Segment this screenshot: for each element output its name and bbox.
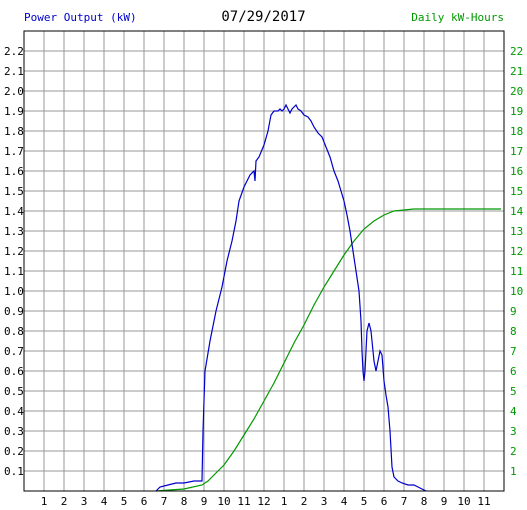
x-tick-label: 8 bbox=[181, 495, 188, 508]
left-tick-label: 0.6 bbox=[4, 365, 24, 378]
left-tick-label: 2.2 bbox=[4, 45, 24, 58]
left-tick-label: 0.7 bbox=[4, 345, 24, 358]
left-tick-label: 0.8 bbox=[4, 325, 24, 338]
left-tick-label: 1.6 bbox=[4, 165, 24, 178]
x-tick-label: 11 bbox=[477, 495, 490, 508]
x-tick-label: 10 bbox=[457, 495, 470, 508]
chart-title: 07/29/2017 bbox=[221, 9, 306, 25]
left-axis-ticks: 0.1 0.2 0.3 0.4 0.5 0.6 0.7 0.8 0.9 1.0 1.1 1.2 1.3 1… bbox=[4, 45, 24, 478]
x-axis-ticks: 1 2 3 4 5 6 7 8 9 10 11 12 1 2 3 4 5 6 7 8 9 10 11 bbox=[41, 495, 491, 508]
x-tick-label: 10 bbox=[217, 495, 230, 508]
right-tick-label: 5 bbox=[510, 385, 517, 398]
left-tick-label: 1.7 bbox=[4, 145, 24, 158]
grid bbox=[24, 31, 504, 491]
left-tick-label: 0.3 bbox=[4, 425, 24, 438]
x-tick-label: 8 bbox=[421, 495, 428, 508]
x-tick-label: 1 bbox=[41, 495, 48, 508]
x-tick-label: 1 bbox=[281, 495, 288, 508]
x-tick-label: 6 bbox=[141, 495, 148, 508]
left-tick-label: 0.5 bbox=[4, 385, 24, 398]
x-tick-label: 11 bbox=[237, 495, 250, 508]
left-tick-label: 1.2 bbox=[4, 245, 24, 258]
left-tick-label: 1.1 bbox=[4, 265, 24, 278]
left-tick-label: 1.3 bbox=[4, 225, 24, 238]
left-tick-label: 1.5 bbox=[4, 185, 24, 198]
right-tick-label: 22 bbox=[510, 45, 523, 58]
left-tick-label: 1.8 bbox=[4, 125, 24, 138]
right-tick-label: 9 bbox=[510, 305, 517, 318]
series-lines bbox=[155, 103, 501, 492]
right-tick-label: 2 bbox=[510, 445, 517, 458]
left-tick-label: 1.4 bbox=[4, 205, 24, 218]
right-tick-label: 12 bbox=[510, 245, 523, 258]
x-tick-label: 9 bbox=[201, 495, 208, 508]
x-tick-label: 3 bbox=[321, 495, 328, 508]
x-tick-label: 4 bbox=[101, 495, 108, 508]
x-tick-label: 6 bbox=[381, 495, 388, 508]
x-tick-label: 2 bbox=[301, 495, 308, 508]
x-tick-label: 5 bbox=[121, 495, 128, 508]
right-tick-label: 16 bbox=[510, 165, 523, 178]
left-tick-label: 0.4 bbox=[4, 405, 24, 418]
right-tick-label: 15 bbox=[510, 185, 523, 198]
right-tick-label: 19 bbox=[510, 105, 523, 118]
left-tick-label: 1.9 bbox=[4, 105, 24, 118]
left-tick-label: 0.2 bbox=[4, 445, 24, 458]
x-tick-label: 4 bbox=[341, 495, 348, 508]
left-tick-label: 2.1 bbox=[4, 65, 24, 78]
right-tick-label: 17 bbox=[510, 145, 523, 158]
left-tick-label: 0.1 bbox=[4, 465, 24, 478]
right-tick-label: 3 bbox=[510, 425, 517, 438]
right-tick-label: 20 bbox=[510, 85, 523, 98]
right-tick-label: 7 bbox=[510, 345, 517, 358]
right-tick-label: 6 bbox=[510, 365, 517, 378]
right-tick-label: 14 bbox=[510, 205, 524, 218]
right-tick-label: 13 bbox=[510, 225, 523, 238]
x-tick-label: 2 bbox=[61, 495, 68, 508]
x-tick-label: 7 bbox=[401, 495, 408, 508]
right-tick-label: 8 bbox=[510, 325, 517, 338]
x-tick-label: 3 bbox=[81, 495, 88, 508]
x-tick-label: 5 bbox=[361, 495, 368, 508]
right-axis-title: Daily kW-Hours bbox=[411, 11, 504, 24]
right-tick-label: 10 bbox=[510, 285, 523, 298]
plot-frame bbox=[23, 30, 505, 492]
x-tick-label: 9 bbox=[441, 495, 448, 508]
left-tick-label: 1.0 bbox=[4, 285, 24, 298]
right-tick-label: 11 bbox=[510, 265, 523, 278]
energy-series-line bbox=[155, 208, 501, 492]
right-tick-label: 1 bbox=[510, 465, 517, 478]
power-series-line bbox=[155, 103, 427, 492]
left-axis-title: Power Output (kW) bbox=[24, 11, 137, 24]
x-tick-label: 7 bbox=[161, 495, 168, 508]
left-tick-label: 0.9 bbox=[4, 305, 24, 318]
right-tick-label: 21 bbox=[510, 65, 523, 78]
right-tick-label: 4 bbox=[510, 405, 517, 418]
right-tick-label: 18 bbox=[510, 125, 523, 138]
x-tick-label: 12 bbox=[257, 495, 270, 508]
left-tick-label: 2.0 bbox=[4, 85, 24, 98]
